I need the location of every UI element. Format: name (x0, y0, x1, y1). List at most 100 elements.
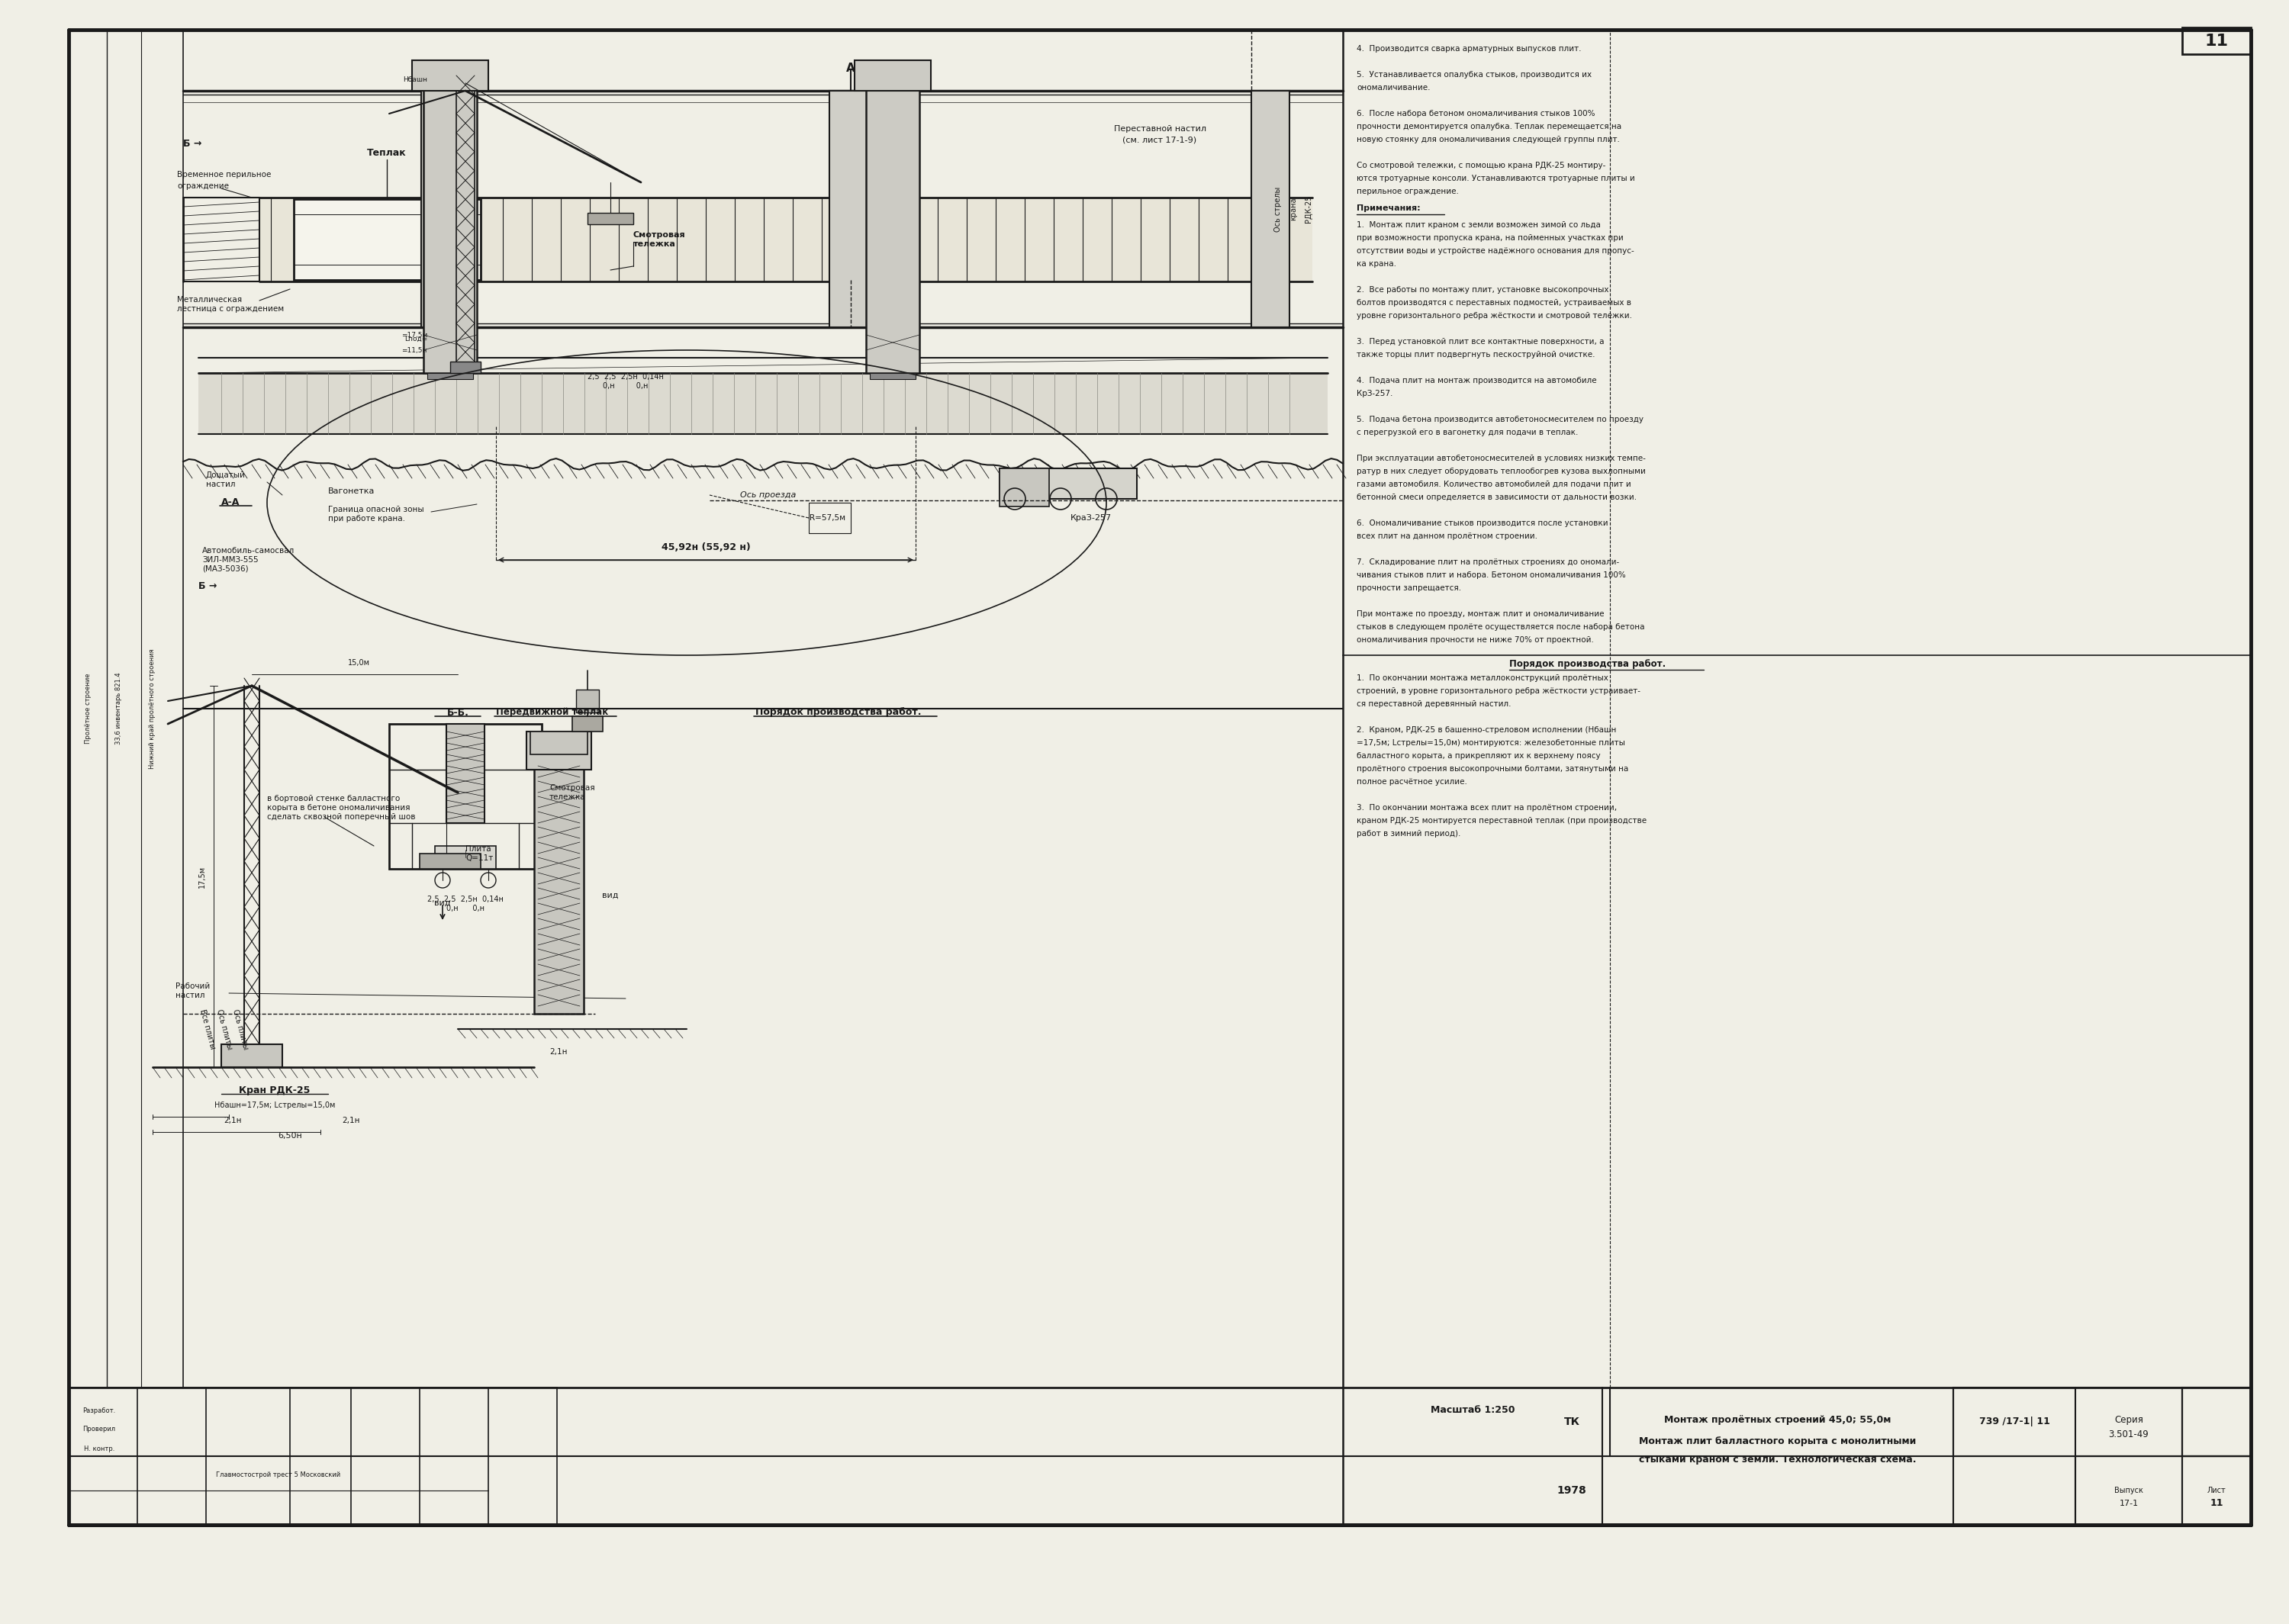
Text: Кран РДК-25: Кран РДК-25 (238, 1085, 311, 1095)
Bar (435, 846, 497, 869)
Text: 3.  Перед установкой плит все контактные поверхности, а: 3. Перед установкой плит все контактные … (1357, 338, 1605, 346)
Text: перильное ограждение.: перильное ограждение. (1357, 188, 1458, 195)
Text: ТК: ТК (1563, 1416, 1579, 1427)
Text: Выпуск: Выпуск (2115, 1486, 2143, 1494)
Text: Lпод=: Lпод= (405, 336, 428, 343)
Text: Порядок производства работ.: Порядок производства работ. (755, 708, 920, 718)
Bar (451, 362, 481, 374)
Text: 6.  После набора бетоном ономаличивания стыков 100%: 6. После набора бетоном ономаличивания с… (1357, 110, 1595, 117)
Bar (421, 91, 465, 328)
Bar (69, 1387, 556, 1525)
Text: Серия: Серия (2115, 1415, 2143, 1424)
Text: ка крана.: ка крана. (1357, 260, 1396, 268)
Text: 4.  Производится сварка арматурных выпусков плит.: 4. Производится сварка арматурных выпуск… (1357, 45, 1582, 52)
Text: в бортовой стенке балластного
корыта в бетоне ономаличивания
сделать сквозной по: в бортовой стенке балластного корыта в б… (268, 796, 417, 820)
Text: Лист: Лист (2207, 1486, 2225, 1494)
Text: Все плиты: Все плиты (199, 1009, 217, 1049)
Text: Разработ.: Разработ. (82, 1406, 117, 1415)
Text: 2.  Краном, РДК-25 в башенно-стреловом исполнении (Нбашн: 2. Краном, РДК-25 в башенно-стреловом ис… (1357, 726, 1616, 734)
Text: пролётного строения высокопрочными болтами, затянутыми на: пролётного строения высокопрочными болта… (1357, 765, 1627, 773)
Text: Металлическая
лестница с ограждением: Металлическая лестница с ограждением (176, 296, 284, 312)
Text: Нижний край пролётного строения: Нижний край пролётного строения (149, 648, 156, 768)
Text: ограждение: ограждение (176, 182, 229, 190)
Text: с перегрузкой его в вагонетку для подачи в теплак.: с перегрузкой его в вагонетку для подачи… (1357, 429, 1577, 437)
Text: чивания стыков плит и набора. Бетоном ономаличивания 100%: чивания стыков плит и набора. Бетоном он… (1357, 572, 1625, 580)
Text: 3.501-49: 3.501-49 (2108, 1429, 2149, 1440)
Text: Пролётное строение: Пролётное строение (85, 674, 92, 744)
Bar (69, 29, 183, 1387)
Text: Нбашн=17,5м; Lстрелы=15,0м: Нбашн=17,5м; Lстрелы=15,0м (215, 1101, 334, 1109)
Text: Временное перильное: Временное перильное (176, 171, 270, 179)
Text: стыками краном с земли. Технологическая схема.: стыками краном с земли. Технологическая … (1639, 1455, 1916, 1465)
Text: строений, в уровне горизонтального ребра жёсткости устраивает-: строений, в уровне горизонтального ребра… (1357, 687, 1641, 695)
Text: всех плит на данном пролётном строении.: всех плит на данном пролётном строении. (1357, 533, 1538, 541)
Bar (870, 374, 916, 378)
Text: Монтаж пролётных строений 45,0; 55,0м: Монтаж пролётных строений 45,0; 55,0м (1664, 1415, 1891, 1424)
Text: 7.  Складирование плит на пролётных строениях до ономали-: 7. Складирование плит на пролётных строе… (1357, 559, 1618, 567)
Bar (389, 724, 542, 869)
Text: Нбашн: Нбашн (403, 76, 428, 83)
Text: А: А (847, 62, 856, 73)
Text: 3.  По окончании монтажа всех плит на пролётном строении,: 3. По окончании монтажа всех плит на про… (1357, 804, 1616, 812)
Text: РДК-25: РДК-25 (1305, 195, 1312, 222)
Text: При эксплуатации автобетоносмесителей в условиях низких темпе-: При эксплуатации автобетоносмесителей в … (1357, 455, 1646, 463)
Text: (см. лист 17-1-9): (см. лист 17-1-9) (1122, 136, 1197, 145)
Bar (412, 60, 488, 91)
Text: =17,5м: =17,5м (401, 331, 428, 339)
Bar (829, 91, 872, 328)
Text: КрЗ-257.: КрЗ-257. (1357, 390, 1392, 398)
Text: Граница опасной зоны
при работе крана.: Граница опасной зоны при работе крана. (327, 507, 423, 523)
Bar (865, 83, 920, 374)
Text: стыков в следующем пролёте осуществляется после набора бетона: стыков в следующем пролёте осуществляетс… (1357, 624, 1644, 630)
Text: Дощатый
настил: Дощатый настил (206, 471, 245, 489)
Text: Со смотровой тележки, с помощью крана РДК-25 монтиру-: Со смотровой тележки, с помощью крана РД… (1357, 162, 1605, 169)
Text: Ось плиты: Ось плиты (231, 1009, 250, 1051)
Text: Теплак: Теплак (366, 148, 407, 158)
Text: работ в зимний период).: работ в зимний период). (1357, 830, 1460, 838)
Text: Б-Б.: Б-Б. (446, 708, 469, 718)
Text: 2,1н: 2,1н (549, 1047, 568, 1056)
Bar (1000, 468, 1048, 507)
Text: R=57,5м: R=57,5м (810, 515, 847, 521)
Text: 45,92н (55,92 н): 45,92н (55,92 н) (662, 542, 751, 552)
Text: Н. контр.: Н. контр. (85, 1445, 114, 1452)
Text: А-А: А-А (222, 497, 240, 508)
Text: 0,н      0,н: 0,н 0,н (446, 905, 485, 913)
Text: полное расчётное усилие.: полное расчётное усилие. (1357, 778, 1467, 786)
Text: газами автомобиля. Количество автомобилей для подачи плит и: газами автомобиля. Количество автомобиле… (1357, 481, 1632, 489)
Text: прочности запрещается.: прочности запрещается. (1357, 585, 1460, 591)
Text: ются тротуарные консоли. Устанавливаются тротуарные плиты и: ются тротуарные консоли. Устанавливаются… (1357, 175, 1634, 182)
Text: вид: вид (602, 892, 618, 900)
Text: 2,5  2,5  2,5н  0,14н: 2,5 2,5 2,5н 0,14н (428, 895, 504, 903)
Bar (199, 374, 1328, 434)
Text: Передвижной теплак: Передвижной теплак (497, 708, 609, 718)
Text: 6,50н: 6,50н (277, 1132, 302, 1140)
Bar (222, 1044, 282, 1067)
Text: 2.  Все работы по монтажу плит, установке высокопрочных: 2. Все работы по монтажу плит, установке… (1357, 286, 1609, 294)
Text: Порядок производства работ.: Порядок производства работ. (1508, 659, 1666, 669)
Text: Ось плиты: Ось плиты (215, 1009, 233, 1051)
Text: 17-1: 17-1 (2120, 1499, 2138, 1507)
Text: прочности демонтируется опалубка. Теплак перемещается на: прочности демонтируется опалубка. Теплак… (1357, 123, 1621, 130)
Bar (533, 731, 584, 1013)
Text: Вагонетка: Вагонетка (327, 487, 375, 495)
Text: Переставной настил: Переставной настил (1112, 125, 1206, 133)
Text: ономаличивание.: ономаличивание. (1357, 84, 1431, 91)
Bar (588, 213, 634, 224)
Text: 11: 11 (2204, 34, 2227, 49)
Text: 2,1н: 2,1н (341, 1117, 359, 1124)
Bar (854, 60, 932, 91)
Text: отсутствии воды и устройстве надёжного основания для пропус-: отсутствии воды и устройстве надёжного о… (1357, 247, 1634, 255)
Text: 6.  Ономаличивание стыков производится после установки: 6. Ономаличивание стыков производится по… (1357, 520, 1609, 528)
Text: Ось стрелы: Ось стрелы (1275, 187, 1282, 232)
Bar (293, 200, 481, 279)
Text: Б →: Б → (183, 140, 201, 149)
Bar (1953, 1387, 2250, 1457)
Text: Автомобиль-самосвал
ЗИЛ-ММЗ-555
(МАЗ-5036): Автомобиль-самосвал ЗИЛ-ММЗ-555 (МАЗ-503… (201, 547, 295, 573)
Text: Масштаб 1:250: Масштаб 1:250 (1431, 1405, 1515, 1416)
Text: новую стоянку для ономаличивания следующей группы плит.: новую стоянку для ономаличивания следующ… (1357, 136, 1621, 143)
Text: Примечания:: Примечания: (1357, 205, 1421, 213)
Bar (577, 690, 600, 713)
Text: 1978: 1978 (1557, 1486, 1586, 1496)
Text: Смотровая
тележка: Смотровая тележка (634, 231, 687, 248)
